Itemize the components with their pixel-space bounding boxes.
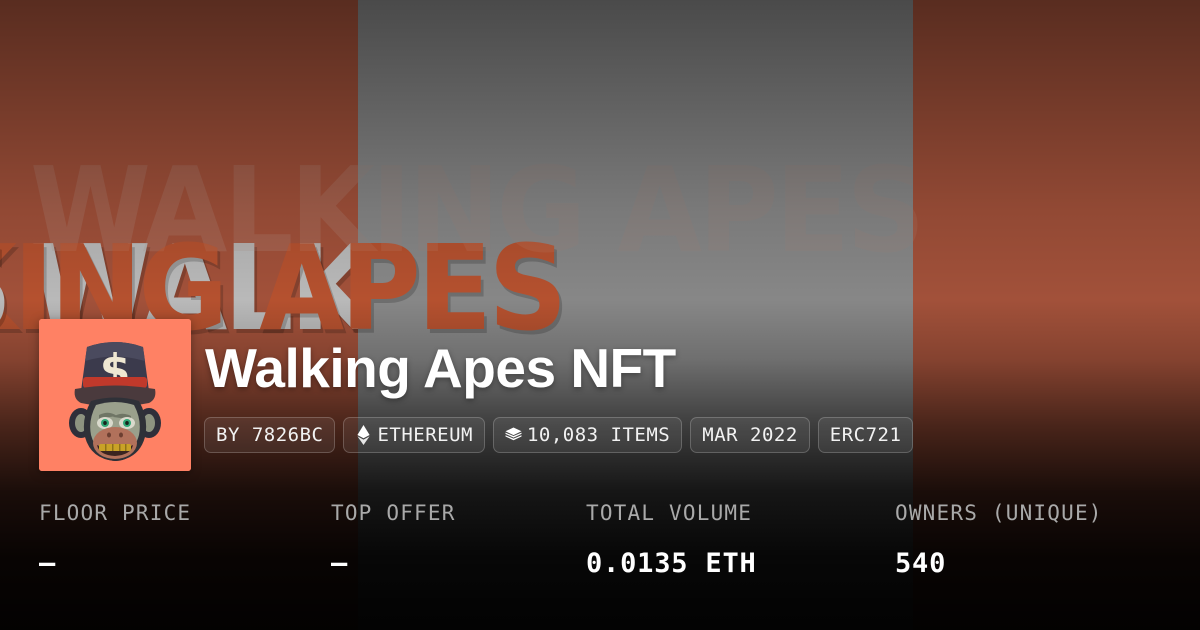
- stat-floor-price-label: FLOOR PRICE: [39, 501, 192, 525]
- banner-wordmark-echo: WALKING APES: [30, 141, 925, 279]
- ape-with-dollar-top-hat-icon: $: [39, 319, 191, 471]
- collection-avatar[interactable]: $: [39, 319, 191, 471]
- stat-owners-unique-label: OWNERS (UNIQUE): [895, 501, 1103, 525]
- stat-total-volume-label: TOTAL VOLUME: [586, 501, 753, 525]
- badge-items-label: 10,083 ITEMS: [526, 424, 671, 446]
- page-title: Walking Apes NFT: [205, 337, 676, 399]
- badge-created-date[interactable]: MAR 2022: [690, 417, 810, 453]
- badge-chain-label: ETHEREUM: [377, 424, 473, 446]
- banner-wordmark-echo: WALKING APES: [30, 141, 925, 279]
- badge-token-standard-label: ERC721: [829, 424, 902, 446]
- stat-floor-price: FLOOR PRICE –: [39, 500, 191, 580]
- stat-top-offer-label: TOP OFFER: [331, 501, 456, 525]
- stat-top-offer-value: –: [331, 548, 349, 579]
- badge-token-standard[interactable]: ERC721: [817, 417, 914, 453]
- badge-chain[interactable]: ETHEREUM: [343, 417, 485, 453]
- collection-stats: FLOOR PRICE – TOP OFFER – TOTAL VOLUME 0…: [0, 500, 1200, 610]
- stat-total-volume-value: 0.0135 ETH: [586, 548, 757, 579]
- stat-owners-unique: OWNERS (UNIQUE) 540: [895, 500, 1103, 580]
- badge-created-date-label: MAR 2022: [702, 424, 798, 446]
- badge-creator[interactable]: BY 7826BC: [204, 417, 336, 453]
- collection-meta-badges: BY 7826BC ETHEREUM: [204, 417, 914, 453]
- badge-creator-label: BY 7826BC: [216, 424, 324, 446]
- stat-floor-price-value: –: [39, 548, 57, 579]
- stat-top-offer: TOP OFFER –: [331, 500, 456, 580]
- badge-items[interactable]: 10,083 ITEMS: [492, 417, 683, 453]
- layers-icon: [505, 425, 522, 445]
- stat-owners-unique-value: 540: [895, 548, 947, 579]
- ethereum-icon: [355, 425, 372, 445]
- stat-total-volume: TOTAL VOLUME 0.0135 ETH: [586, 500, 757, 580]
